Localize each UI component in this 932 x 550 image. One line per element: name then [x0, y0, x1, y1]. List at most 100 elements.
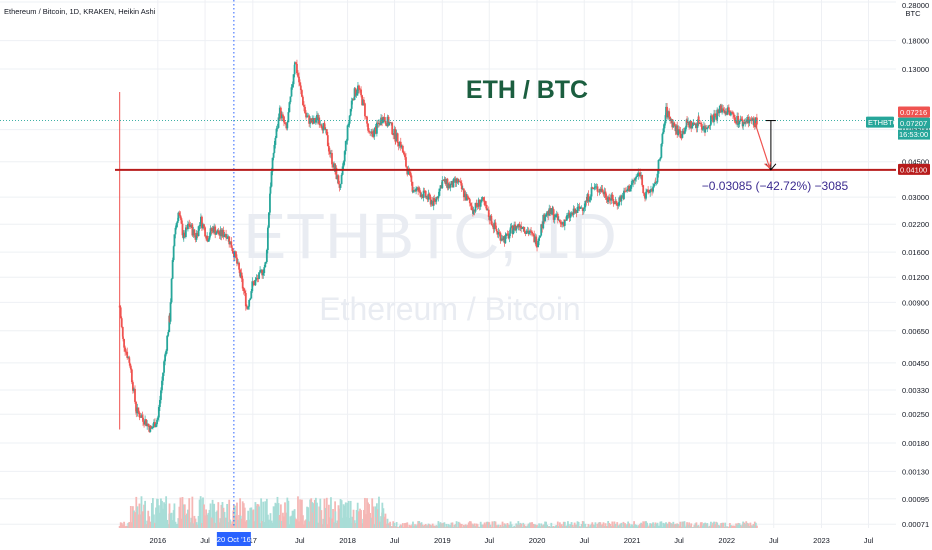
- volume-bar: [554, 525, 557, 528]
- volume-bar: [723, 527, 726, 528]
- candle-body: [584, 200, 587, 208]
- x-tick-label: Jul: [295, 536, 305, 545]
- volume-bar: [304, 520, 306, 528]
- volume-bar: [513, 525, 516, 528]
- volume-bar: [453, 525, 456, 528]
- volume-bar: [312, 503, 315, 528]
- volume-bar: [218, 522, 221, 528]
- candle-body: [491, 224, 494, 226]
- candle-body: [675, 125, 678, 132]
- volume-bar: [477, 526, 480, 528]
- volume-bar: [198, 499, 201, 528]
- volume-bar: [492, 527, 495, 528]
- candle-body: [187, 223, 189, 230]
- candle-body: [755, 117, 758, 125]
- volume-bar: [144, 500, 147, 528]
- candle-body: [412, 191, 414, 193]
- candle-body: [151, 426, 154, 428]
- candle-body: [276, 127, 279, 129]
- x-tick-label: Jul: [674, 536, 684, 545]
- volume-bar: [718, 525, 721, 528]
- candle-body: [521, 228, 524, 229]
- candle-body: [718, 109, 721, 114]
- volume-bar: [128, 522, 131, 528]
- volume-bar: [568, 525, 571, 528]
- volume-bar: [264, 506, 267, 528]
- candle-body: [120, 318, 123, 327]
- y-tick-label: 0.00900: [902, 298, 929, 307]
- volume-bar: [401, 523, 404, 528]
- volume-bar: [624, 523, 626, 528]
- volume-bar: [162, 508, 164, 528]
- candle-body: [416, 187, 419, 189]
- y-tick-label: 0.01200: [902, 273, 929, 282]
- candle-body: [425, 196, 428, 198]
- candle-body: [635, 176, 638, 179]
- candle-body: [567, 212, 570, 216]
- candle-body: [327, 146, 330, 152]
- candle-body: [589, 196, 592, 200]
- candle-body: [473, 209, 476, 212]
- candle-body: [457, 181, 460, 183]
- candle-body: [370, 131, 373, 133]
- volume-bar: [703, 523, 705, 528]
- candle-body: [626, 190, 629, 192]
- volume-bar: [530, 522, 532, 528]
- candle-body: [381, 122, 384, 124]
- crosshair-date-label: 20 Oct '16: [217, 535, 251, 544]
- candle-body: [646, 189, 648, 192]
- volume-bar: [634, 524, 637, 528]
- candle-body: [738, 120, 741, 125]
- candle-body: [509, 227, 512, 234]
- candle-body: [506, 233, 509, 235]
- volume-bar: [577, 522, 580, 528]
- candle-body: [504, 236, 507, 244]
- volume-bar: [265, 498, 268, 528]
- volume-bar: [291, 510, 294, 528]
- y-tick-label: 0.02200: [902, 220, 929, 229]
- candle-body: [676, 125, 679, 135]
- candle-body: [270, 171, 273, 187]
- volume-bar: [699, 522, 702, 528]
- volume-bar: [330, 497, 332, 528]
- volume-bar: [641, 523, 644, 528]
- volume-bar: [739, 524, 742, 528]
- volume-bar: [145, 524, 148, 528]
- volume-bar: [223, 511, 226, 528]
- candle-body: [253, 282, 256, 286]
- candle-body: [651, 189, 653, 192]
- volume-bar: [752, 525, 755, 528]
- candle-body: [162, 372, 164, 381]
- candle-body: [330, 153, 332, 155]
- volume-bar: [297, 496, 299, 528]
- volume-bar: [408, 524, 411, 528]
- candle-body: [612, 199, 615, 204]
- volume-bar: [449, 525, 452, 528]
- volume-bar: [421, 524, 424, 528]
- candle-body: [284, 122, 286, 124]
- candle-body: [144, 419, 147, 425]
- volume-bar: [682, 521, 685, 528]
- candle-body: [283, 116, 285, 123]
- volume-bar: [754, 522, 757, 528]
- candle-body: [597, 191, 600, 193]
- candle-body: [551, 209, 554, 215]
- volume-bar: [125, 525, 128, 528]
- volume-bar: [423, 524, 426, 528]
- volume-bar: [493, 521, 496, 528]
- candle-body: [688, 121, 691, 128]
- volume-bar: [611, 521, 614, 528]
- candle-body: [164, 354, 166, 362]
- candle-body: [534, 236, 537, 243]
- x-tick-label: Jul: [769, 536, 779, 545]
- volume-bar: [732, 525, 734, 528]
- candle-body: [535, 236, 538, 247]
- volume-bar: [580, 524, 583, 528]
- candle-body: [183, 232, 186, 237]
- candle-body: [378, 123, 380, 124]
- volume-bar: [687, 524, 689, 528]
- candle-body: [667, 111, 670, 118]
- volume-bar: [179, 497, 182, 528]
- candle-body: [600, 188, 603, 192]
- volume-bar: [118, 525, 121, 528]
